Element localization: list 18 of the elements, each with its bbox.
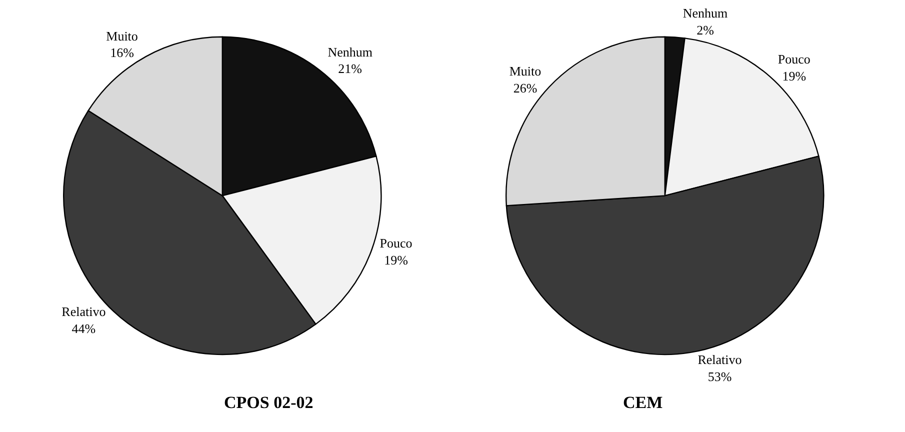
slice-label: Muito [509,64,542,79]
data-label: 44% [72,320,96,336]
data-label: 2% [696,22,714,38]
text: CPOS 02-02 [224,393,314,412]
slice-label: Pouco [778,52,810,67]
slice-label: Relativo [698,352,742,368]
slice-label: Nenhum [328,44,372,60]
slice-label: Pouco [380,235,412,250]
text: CEM [623,393,663,412]
slice-label: Relativo [62,304,106,319]
data-label: 16% [110,45,134,60]
slice-label: Muito [106,28,138,44]
data-label: 21% [338,61,362,76]
data-label: 19% [782,68,806,84]
data-label: 53% [708,369,732,384]
data-label: 26% [513,80,538,96]
data-label: 19% [384,252,408,268]
slice-label: Nenhum [682,5,728,20]
